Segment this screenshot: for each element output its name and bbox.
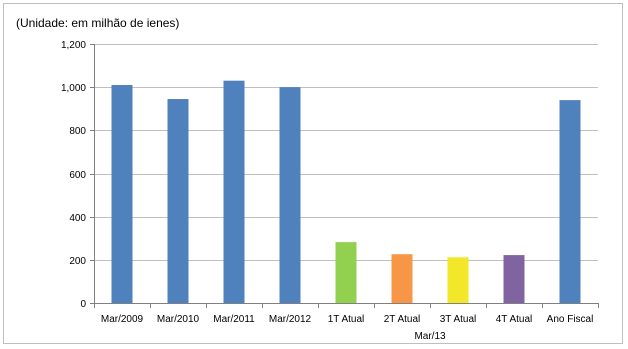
x-tick-label: 2T Atual (384, 314, 421, 325)
unit-label: (Unidade: em milhão de ienes) (16, 16, 180, 30)
y-axis-ticks: 0 200 400 600 800 1,000 1,200 (61, 40, 94, 310)
chart-frame: (Unidade: em milhão de ienes) 0 200 400 600… (3, 3, 623, 344)
bars (111, 80, 581, 304)
bar (559, 100, 581, 303)
x-tick-label: 4T Atual (496, 314, 533, 325)
bar (391, 254, 413, 303)
x-tick-label: Mar/2011 (213, 314, 255, 325)
bar-chart: 0 200 400 600 800 1,000 1,200 Mar/2009 Mar/2010… (61, 40, 599, 342)
x-tick-label: Mar/2012 (269, 314, 312, 325)
bar (223, 80, 245, 303)
y-tick-label: 1,000 (61, 83, 86, 94)
bar (279, 87, 301, 304)
x-tick-label: 3T Atual (440, 314, 477, 325)
y-tick-label: 600 (69, 170, 86, 181)
bar (503, 255, 525, 303)
y-tick-label: 400 (69, 213, 86, 224)
bar (335, 242, 357, 303)
y-tick-label: 1,200 (61, 40, 86, 51)
bar (167, 99, 189, 303)
y-tick-label: 200 (69, 256, 86, 267)
bar (111, 85, 133, 303)
x-group-label: Mar/13 (414, 331, 446, 342)
bar (447, 257, 469, 303)
x-tick-label: Mar/2009 (101, 314, 144, 325)
x-axis-ticks: Mar/2009 Mar/2010 Mar/2011 Mar/2012 1T Atual… (94, 303, 599, 325)
x-tick-label: Ano Fiscal (547, 314, 594, 325)
y-tick-label: 0 (80, 299, 86, 310)
x-tick-label: 1T Atual (328, 314, 365, 325)
x-tick-label: Mar/2010 (157, 314, 200, 325)
y-tick-label: 800 (69, 126, 86, 137)
